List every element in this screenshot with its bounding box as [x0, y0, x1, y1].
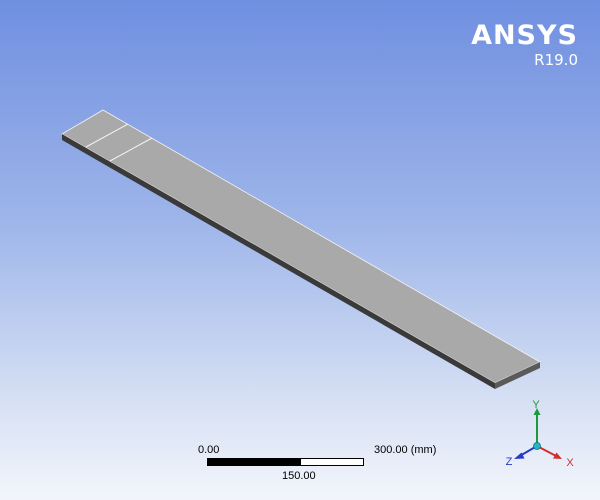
z-axis-label: Z: [506, 456, 513, 468]
grip-partition-line-1: [85, 123, 129, 148]
ansys-logo: ANSYS R19.0: [471, 20, 578, 68]
x-axis-line: [536, 445, 559, 458]
triad-origin: [533, 442, 541, 450]
specimen-front-edge: [62, 134, 495, 389]
axis-triad[interactable]: Y X Z: [500, 398, 580, 473]
scale-right-label: 300.00 (mm): [374, 444, 437, 456]
brand-version: R19.0: [534, 51, 578, 69]
specimen-top-face[interactable]: [61, 109, 541, 384]
z-axis-arrow: [514, 452, 525, 459]
specimen-end-edge: [495, 362, 540, 389]
scale-bar: 0.00 300.00 (mm) 150.00: [190, 440, 450, 490]
scale-left-label: 0.00: [198, 444, 220, 456]
x-axis-arrow: [553, 452, 562, 459]
scale-mid-label: 150.00: [282, 470, 316, 482]
y-axis-arrow: [533, 408, 541, 415]
scale-bar-white-segment: [300, 458, 364, 466]
x-axis-label: X: [566, 457, 574, 469]
y-axis-label: Y: [532, 399, 540, 411]
scale-bar-black-segment: [207, 458, 300, 466]
brand-name: ANSYS: [471, 20, 578, 51]
grip-partition-line-2: [109, 137, 153, 162]
